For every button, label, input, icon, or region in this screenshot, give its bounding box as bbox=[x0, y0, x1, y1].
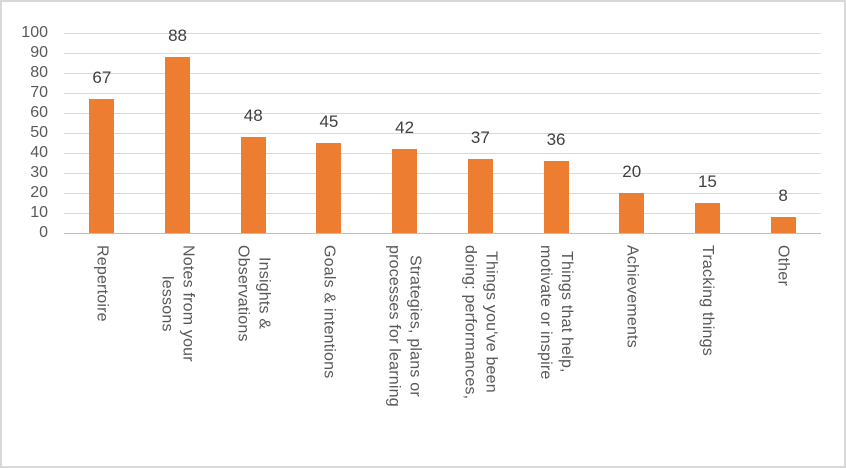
bar-3 bbox=[240, 137, 266, 233]
gridline bbox=[64, 192, 821, 194]
category-label-wrap: Things you've been doing: performances, bbox=[459, 245, 501, 399]
y-tick-label: 10 bbox=[30, 204, 48, 221]
data-label: 8 bbox=[778, 186, 788, 205]
category-label: Other bbox=[774, 245, 792, 287]
x-axis-line bbox=[64, 232, 821, 234]
category-label: Insights & Observations bbox=[234, 245, 273, 342]
category-label: Strategies, plans or processes for learn… bbox=[385, 245, 424, 407]
bar-7 bbox=[543, 161, 569, 233]
bar-8 bbox=[619, 193, 645, 233]
gridline bbox=[64, 152, 821, 154]
category-label-wrap: Strategies, plans or processes for learn… bbox=[384, 245, 426, 407]
y-tick-label: 40 bbox=[30, 144, 48, 161]
gridline bbox=[64, 212, 821, 214]
y-tick-label: 60 bbox=[30, 104, 48, 121]
bar-5 bbox=[392, 149, 418, 233]
y-tick-label: 50 bbox=[30, 124, 48, 141]
gridline bbox=[64, 132, 821, 134]
gridline bbox=[64, 72, 821, 74]
gridline bbox=[64, 92, 821, 94]
data-label: 37 bbox=[470, 128, 490, 147]
category-label: Repertoire bbox=[93, 245, 111, 322]
y-tick-label: 90 bbox=[30, 44, 48, 61]
gridline bbox=[64, 52, 821, 54]
data-label: 36 bbox=[546, 130, 566, 149]
bar-10 bbox=[770, 217, 796, 233]
category-label: Goals & intentions bbox=[320, 245, 338, 379]
data-label: 67 bbox=[92, 68, 112, 87]
data-label: 45 bbox=[319, 112, 339, 131]
category-label-wrap: Tracking things bbox=[697, 245, 718, 356]
category-label: Achievements bbox=[623, 245, 641, 348]
bar-9 bbox=[694, 203, 720, 233]
data-label: 20 bbox=[622, 162, 642, 181]
y-tick-label: 30 bbox=[30, 164, 48, 181]
category-label: Tracking things bbox=[698, 245, 716, 356]
category-label-wrap: Things that help, motivate or inspire bbox=[535, 245, 577, 380]
bar-2 bbox=[165, 57, 191, 233]
y-tick-label: 70 bbox=[30, 84, 48, 101]
y-tick-label: 20 bbox=[30, 184, 48, 201]
y-tick-label: 80 bbox=[30, 64, 48, 81]
gridline bbox=[64, 172, 821, 174]
category-label-wrap: Other bbox=[773, 245, 794, 286]
category-label: Things that help, motivate or inspire bbox=[537, 245, 576, 380]
gridline bbox=[64, 112, 821, 114]
category-label-wrap: Notes from your lessons bbox=[157, 245, 199, 362]
category-label-wrap: Achievements bbox=[621, 245, 642, 348]
category-label: Notes from your lessons bbox=[158, 245, 197, 362]
y-tick-label: 100 bbox=[21, 24, 48, 41]
bar-6 bbox=[467, 159, 493, 233]
bar-1 bbox=[89, 99, 115, 233]
data-label: 88 bbox=[168, 26, 187, 45]
y-tick-label: 0 bbox=[39, 224, 48, 241]
bar-4 bbox=[316, 143, 342, 233]
category-label-wrap: Repertoire bbox=[91, 245, 112, 322]
data-label: 48 bbox=[243, 106, 263, 125]
gridline bbox=[64, 32, 821, 34]
category-label-wrap: Insights & Observations bbox=[232, 245, 274, 342]
data-label: 42 bbox=[395, 118, 415, 137]
category-label: Things you've been doing: performances, bbox=[461, 245, 500, 400]
data-label: 15 bbox=[697, 172, 717, 191]
category-label-wrap: Goals & intentions bbox=[318, 245, 339, 378]
